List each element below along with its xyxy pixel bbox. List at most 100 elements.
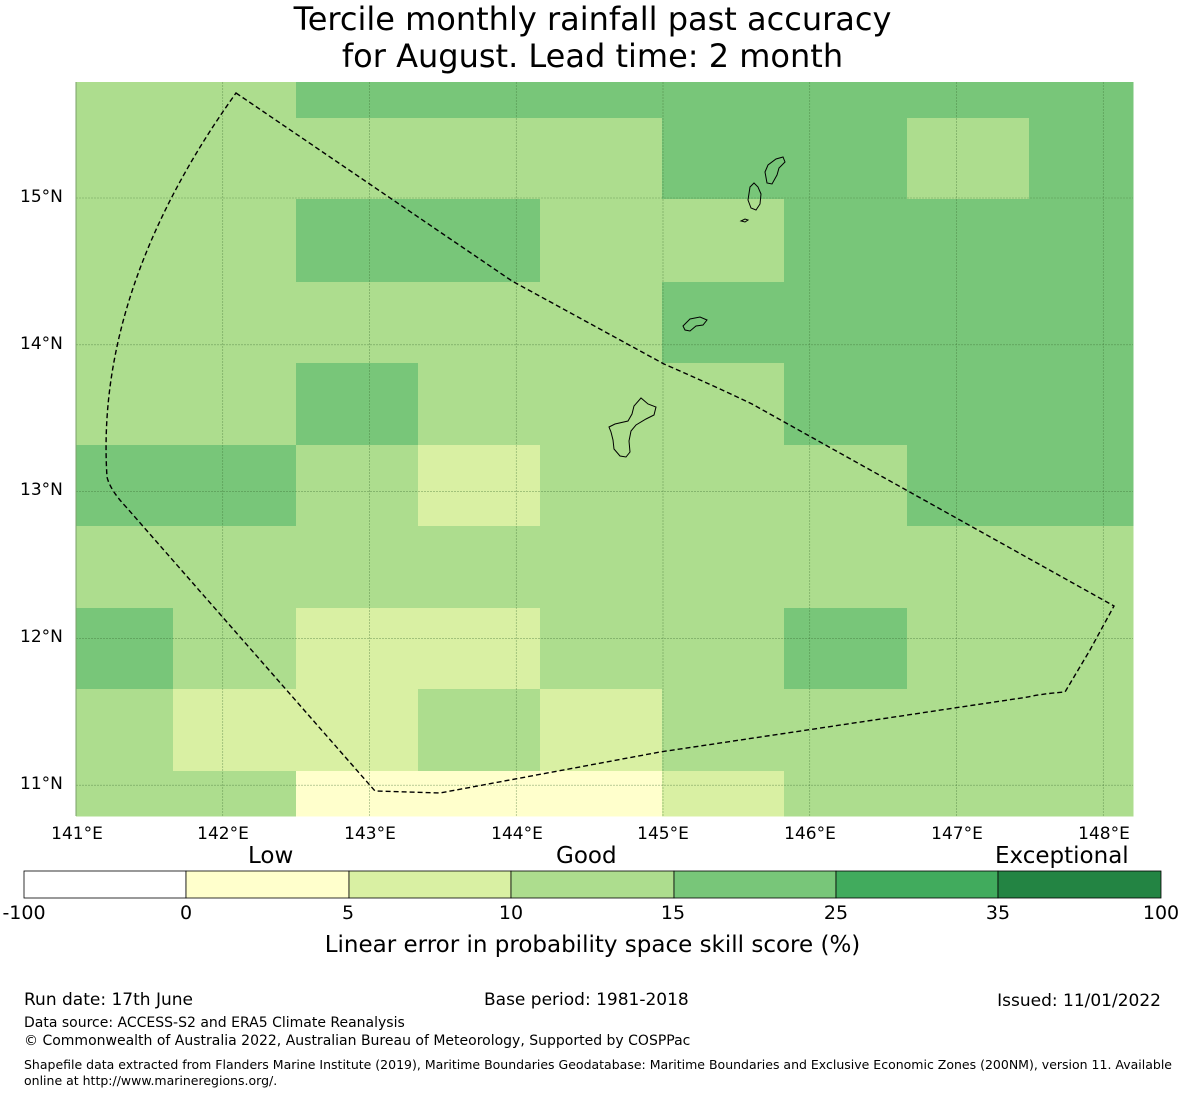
lat-label-13n: 13°N <box>20 480 63 500</box>
colorbar-tick: 100 <box>1142 902 1180 924</box>
grid-cell <box>540 118 663 200</box>
grid-cell <box>76 199 174 283</box>
grid-cell <box>1029 82 1134 119</box>
grid-cell <box>662 282 785 364</box>
grid-cell <box>907 771 1030 817</box>
chart-title-line2: for August. Lead time: 2 month <box>341 37 844 75</box>
grid-cell <box>907 199 1030 283</box>
grid-cell <box>907 118 1030 200</box>
grid-cell <box>173 608 297 690</box>
grid-cell <box>1029 445 1134 527</box>
grid-cell <box>296 445 419 527</box>
grid-cell <box>907 608 1030 690</box>
lat-label-11n: 11°N <box>20 774 63 794</box>
grid-cell <box>784 608 908 690</box>
grid-cell <box>76 82 174 119</box>
grid-cell <box>540 82 663 119</box>
grid-cell <box>784 771 908 817</box>
grid-cell <box>418 608 541 690</box>
island-outline <box>608 397 657 458</box>
colorbar-tick: -100 <box>2 902 46 924</box>
lon-label-146e: 146°E <box>784 824 836 844</box>
grid-cell <box>784 199 908 283</box>
grid-cell <box>418 689 541 772</box>
grid-cell <box>173 689 297 772</box>
grid-cell <box>296 118 419 200</box>
issued-date: Issued: 11/01/2022 <box>997 991 1161 1011</box>
grid-cell <box>173 199 297 283</box>
grid-cell <box>1029 282 1134 364</box>
grid-cell <box>907 689 1030 772</box>
grid-cell <box>1029 363 1134 446</box>
grid-cell <box>296 771 419 817</box>
grid-cell <box>662 363 785 446</box>
island-outline <box>682 316 708 332</box>
grid-cell <box>540 282 663 364</box>
colorbar-tick: 35 <box>985 902 1011 924</box>
skill-grid <box>76 82 1134 817</box>
chart-title-line1: Tercile monthly rainfall past accuracy <box>293 0 892 38</box>
grid-cell <box>173 82 297 119</box>
colorbar-segment <box>185 870 350 899</box>
data-source: Data source: ACCESS-S2 and ERA5 Climate … <box>24 1015 405 1031</box>
grid-cell <box>76 118 174 200</box>
grid-cell <box>540 526 663 609</box>
graticule <box>75 82 1133 816</box>
grid-cell <box>1029 689 1134 772</box>
grid-cell <box>1029 608 1134 690</box>
colorbar-tick: 25 <box>823 902 849 924</box>
grid-cell <box>540 689 663 772</box>
grid-cell <box>418 771 541 817</box>
island-outlines <box>608 156 786 458</box>
island-outline <box>764 156 786 185</box>
grid-cell <box>296 363 419 446</box>
grid-cell <box>418 363 541 446</box>
grid-cell <box>662 118 785 200</box>
grid-cell <box>173 363 297 446</box>
shapefile-credit: Shapefile data extracted from Flanders M… <box>24 1057 1172 1088</box>
lon-label-142e: 142°E <box>197 824 249 844</box>
grid-cell <box>662 199 785 283</box>
colorbar-tick: 10 <box>498 902 524 924</box>
lat-label-14n: 14°N <box>20 334 63 354</box>
grid-cell <box>662 445 785 527</box>
grid-cell <box>784 118 908 200</box>
base-period: Base period: 1981-2018 <box>484 990 689 1010</box>
legend-category-good: Good <box>556 843 617 869</box>
copyright: © Commonwealth of Australia 2022, Austra… <box>24 1033 691 1049</box>
grid-cell <box>1029 526 1134 609</box>
island-outline <box>747 182 762 211</box>
grid-cell <box>907 526 1030 609</box>
grid-cell <box>784 82 908 119</box>
grid-cell <box>418 118 541 200</box>
grid-cell <box>540 445 663 527</box>
grid-cell <box>76 608 174 690</box>
grid-cell <box>662 771 785 817</box>
grid-cell <box>784 363 908 446</box>
colorbar-segment <box>835 870 999 899</box>
island-outline <box>739 218 750 223</box>
grid-cell <box>76 689 174 772</box>
grid-cell <box>173 445 297 527</box>
grid-cell <box>296 82 419 119</box>
grid-cell <box>662 526 785 609</box>
lon-label-141e: 141°E <box>51 824 103 844</box>
colorbar-segment <box>997 870 1162 899</box>
grid-cell <box>76 771 174 817</box>
grid-cell <box>418 82 541 119</box>
colorbar-segment <box>673 870 837 899</box>
grid-cell <box>540 608 663 690</box>
grid-cell <box>907 363 1030 446</box>
grid-cell <box>296 689 419 772</box>
colorbar-tick: 15 <box>660 902 686 924</box>
grid-cell <box>540 199 663 283</box>
colorbar-label: Linear error in probability space skill … <box>324 932 861 958</box>
grid-cell <box>418 199 541 283</box>
lon-label-145e: 145°E <box>637 824 689 844</box>
grid-cell <box>784 282 908 364</box>
run-date: Run date: 17th June <box>24 990 193 1010</box>
grid-cell <box>784 526 908 609</box>
colorbar-tick: 0 <box>179 902 193 924</box>
